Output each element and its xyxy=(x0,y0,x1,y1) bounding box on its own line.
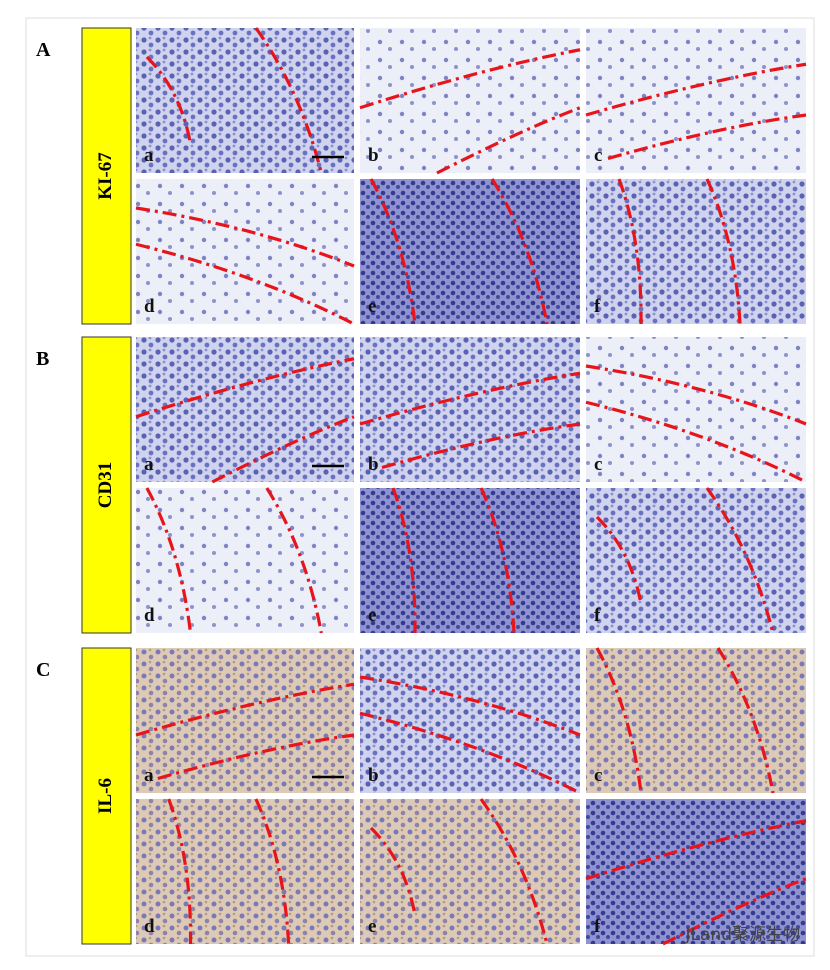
panel-label: f xyxy=(594,296,601,317)
panel: b xyxy=(359,337,581,482)
panel-label: f xyxy=(594,916,601,937)
micrograph xyxy=(360,337,580,482)
panel-label: b xyxy=(368,765,379,786)
panel: f xyxy=(585,799,807,946)
panel-label: d xyxy=(144,605,155,626)
panel: c xyxy=(586,647,806,794)
boundary xyxy=(490,178,549,325)
boundary xyxy=(145,487,193,634)
boundary xyxy=(359,48,581,110)
boundary xyxy=(662,877,807,946)
boundary xyxy=(145,55,193,145)
micrograph xyxy=(586,28,806,173)
panel: d xyxy=(136,798,354,945)
micrograph xyxy=(586,488,806,633)
panel-label: d xyxy=(144,296,155,317)
marker-box xyxy=(81,27,132,325)
panel-label: a xyxy=(144,765,154,786)
watermark: JLand聚源生物 xyxy=(685,925,800,945)
panel: c xyxy=(585,28,807,173)
panel: e xyxy=(360,487,580,634)
boundary xyxy=(254,27,323,174)
section-letter: A xyxy=(36,39,51,61)
panel-label: c xyxy=(594,765,602,786)
panel-label: a xyxy=(144,145,154,166)
panel: f xyxy=(586,487,806,634)
micrograph xyxy=(586,179,806,324)
boundary xyxy=(716,647,775,794)
micrograph xyxy=(136,648,354,793)
panel-label: c xyxy=(594,145,602,166)
boundary xyxy=(359,371,581,426)
panel: f xyxy=(586,178,806,325)
micrograph xyxy=(136,28,354,173)
panel-label: e xyxy=(368,296,376,317)
boundary xyxy=(135,682,355,737)
section-letter: C xyxy=(36,659,50,681)
boundary xyxy=(265,487,323,634)
boundary xyxy=(595,515,643,605)
boundary xyxy=(135,357,355,419)
micrograph xyxy=(360,648,580,793)
micrograph xyxy=(360,799,580,944)
marker-box xyxy=(81,336,132,634)
marker-box xyxy=(81,647,132,945)
panel-label: b xyxy=(368,145,379,166)
panel-label: e xyxy=(368,916,376,937)
micrograph xyxy=(136,488,354,633)
panel: b xyxy=(359,648,581,795)
marker-label: CD31 xyxy=(95,462,116,508)
micrograph xyxy=(360,488,580,633)
panel-label: f xyxy=(594,605,601,626)
boundary xyxy=(479,798,549,945)
panel: a xyxy=(135,648,355,793)
boundary xyxy=(135,242,355,326)
panel-label: e xyxy=(368,605,376,626)
boundary xyxy=(705,487,775,634)
panel: e xyxy=(360,178,580,325)
panel-label: d xyxy=(144,916,155,937)
boundary xyxy=(617,178,643,325)
micrograph xyxy=(136,179,354,324)
boundary xyxy=(585,364,807,426)
panel-label: a xyxy=(144,454,154,475)
micrograph xyxy=(136,799,354,944)
boundary xyxy=(135,206,355,268)
marker-label: IL-6 xyxy=(95,778,116,814)
boundary xyxy=(436,106,581,175)
panel: d xyxy=(136,487,354,634)
boundary xyxy=(211,415,355,484)
boundary xyxy=(381,422,581,470)
boundary xyxy=(167,798,193,945)
panel-label: c xyxy=(594,454,602,475)
panel: b xyxy=(359,28,581,175)
boundary xyxy=(369,826,417,916)
panel-label: b xyxy=(368,454,379,475)
boundary xyxy=(391,487,417,634)
boundary xyxy=(369,178,417,325)
boundary xyxy=(359,711,581,795)
panel: a xyxy=(135,337,355,484)
boundary xyxy=(585,400,807,484)
panel: e xyxy=(360,798,580,945)
panel: a xyxy=(136,27,354,174)
boundary xyxy=(359,675,581,737)
panel: d xyxy=(135,179,355,326)
micrograph xyxy=(360,28,580,173)
boundary xyxy=(595,647,643,794)
boundary xyxy=(157,733,355,781)
micrograph xyxy=(136,337,354,482)
micrograph xyxy=(586,799,806,944)
section-letter: B xyxy=(36,348,49,370)
micrograph xyxy=(586,337,806,482)
boundary xyxy=(585,819,807,881)
marker-label: KI-67 xyxy=(95,152,116,200)
panel: c xyxy=(585,337,807,484)
boundary xyxy=(585,62,807,117)
micrograph xyxy=(360,179,580,324)
figure-border xyxy=(25,17,815,957)
boundary xyxy=(607,113,807,161)
micrograph xyxy=(586,648,806,793)
